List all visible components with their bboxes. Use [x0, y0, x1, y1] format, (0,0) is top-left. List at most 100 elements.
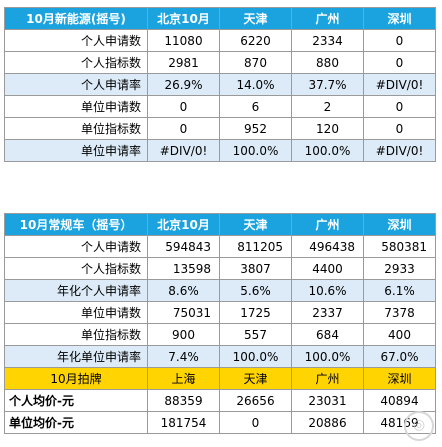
cell: 0: [147, 117, 220, 140]
cell: 0: [147, 95, 220, 118]
table-header-row: 10月常规车（摇号） 北京10月 天津 广州 深圳: [4, 213, 436, 236]
table-row: 单位均价-元 181754 0 20886 48169: [4, 411, 436, 434]
header-cell: 广州: [291, 7, 364, 30]
cell: 75031: [147, 301, 220, 324]
cell: 13598: [147, 257, 220, 280]
table-row: 单位指标数 900 557 684 400: [4, 323, 436, 346]
table-row: 个人申请数 594843 811205 496438 580381: [4, 235, 436, 258]
auction-header-row: 10月拍牌 上海 天津 广州 深圳: [4, 367, 436, 390]
cell: 88359: [147, 389, 220, 412]
cell: #DIV/0!: [363, 73, 436, 96]
row-label: 个人均价-元: [4, 389, 148, 412]
cell: 2: [291, 95, 364, 118]
cell: 7378: [363, 301, 436, 324]
cell: 11080: [147, 29, 220, 52]
cell: 2933: [363, 257, 436, 280]
cell: 952: [219, 117, 292, 140]
row-label: 年化单位申请率: [4, 345, 148, 368]
row-label: 单位均价-元: [4, 411, 148, 434]
table-row-highlight: 单位申请率 #DIV/0! 100.0% 100.0% #DIV/0!: [4, 139, 436, 162]
cell: 2337: [291, 301, 364, 324]
row-label: 单位指标数: [4, 323, 148, 346]
cell: 870: [219, 51, 292, 74]
header-cell: 天津: [219, 367, 292, 390]
cell: 0: [363, 51, 436, 74]
row-label: 年化个人申请率: [4, 279, 148, 302]
table-row-highlight: 个人申请率 26.9% 14.0% 37.7% #DIV/0!: [4, 73, 436, 96]
cell: 40894: [363, 389, 436, 412]
cell: 0: [219, 411, 292, 434]
cell: 0: [363, 29, 436, 52]
cell: 5.6%: [219, 279, 292, 302]
cell: 3807: [219, 257, 292, 280]
cell: 10.6%: [291, 279, 364, 302]
cell: 100.0%: [291, 139, 364, 162]
header-cell: 10月拍牌: [4, 367, 148, 390]
table-row: 单位指标数 0 952 120 0: [4, 117, 436, 140]
header-cell: 北京10月: [147, 7, 220, 30]
table-row: 个人指标数 2981 870 880 0: [4, 51, 436, 74]
cell: 100.0%: [219, 139, 292, 162]
cell: 684: [291, 323, 364, 346]
table-row-highlight: 年化个人申请率 8.6% 5.6% 10.6% 6.1%: [4, 279, 436, 302]
row-label: 单位申请率: [4, 139, 148, 162]
header-cell: 北京10月: [147, 213, 220, 236]
row-label: 个人指标数: [4, 257, 148, 280]
cell: 23031: [291, 389, 364, 412]
cell: 67.0%: [363, 345, 436, 368]
cell: 900: [147, 323, 220, 346]
table-row: 单位申请数 0 6 2 0: [4, 95, 436, 118]
cell: 2981: [147, 51, 220, 74]
table-row: 个人指标数 13598 3807 4400 2933: [4, 257, 436, 280]
header-cell: 深圳: [363, 213, 436, 236]
header-cell: 广州: [291, 213, 364, 236]
cell: 2334: [291, 29, 364, 52]
row-label: 单位申请数: [4, 301, 148, 324]
cell: 14.0%: [219, 73, 292, 96]
table-row-highlight: 年化单位申请率 7.4% 100.0% 100.0% 67.0%: [4, 345, 436, 368]
regular-car-lottery-table: 10月常规车（摇号） 北京10月 天津 广州 深圳 个人申请数 594843 8…: [4, 213, 436, 434]
row-label: 单位指标数: [4, 117, 148, 140]
header-cell: 深圳: [363, 367, 436, 390]
cell: 100.0%: [219, 345, 292, 368]
row-label: 单位申请数: [4, 95, 148, 118]
row-label: 个人指标数: [4, 51, 148, 74]
cell: 20886: [291, 411, 364, 434]
cell: 8.6%: [147, 279, 220, 302]
header-cell: 上海: [147, 367, 220, 390]
cell: 880: [291, 51, 364, 74]
cell: 7.4%: [147, 345, 220, 368]
cell: 0: [363, 117, 436, 140]
cell: 1725: [219, 301, 292, 324]
cell: 120: [291, 117, 364, 140]
cell: 26.9%: [147, 73, 220, 96]
header-cell: 天津: [219, 7, 292, 30]
cell: 26656: [219, 389, 292, 412]
cell: 496438: [291, 235, 364, 258]
row-label: 个人申请数: [4, 29, 148, 52]
cell: 580381: [363, 235, 436, 258]
cell: 4400: [291, 257, 364, 280]
cell: 37.7%: [291, 73, 364, 96]
cell: 400: [363, 323, 436, 346]
table-row: 个人均价-元 88359 26656 23031 40894: [4, 389, 436, 412]
row-label: 个人申请率: [4, 73, 148, 96]
table-header-row: 10月新能源(摇号) 北京10月 天津 广州 深圳: [4, 7, 436, 30]
cell: 594843: [147, 235, 220, 258]
header-cell: 深圳: [363, 7, 436, 30]
cell: 100.0%: [291, 345, 364, 368]
cell: 811205: [219, 235, 292, 258]
header-cell: 广州: [291, 367, 364, 390]
header-cell: 10月常规车（摇号）: [4, 213, 148, 236]
row-label: 个人申请数: [4, 235, 148, 258]
table-row: 个人申请数 11080 6220 2334 0: [4, 29, 436, 52]
cell: 557: [219, 323, 292, 346]
header-cell: 天津: [219, 213, 292, 236]
cell: 6.1%: [363, 279, 436, 302]
new-energy-lottery-table: 10月新能源(摇号) 北京10月 天津 广州 深圳 个人申请数 11080 62…: [4, 7, 436, 162]
cell: #DIV/0!: [147, 139, 220, 162]
cell: 0: [363, 95, 436, 118]
cell: 6: [219, 95, 292, 118]
cell: 181754: [147, 411, 220, 434]
watermark-icon: ◎: [404, 411, 434, 441]
